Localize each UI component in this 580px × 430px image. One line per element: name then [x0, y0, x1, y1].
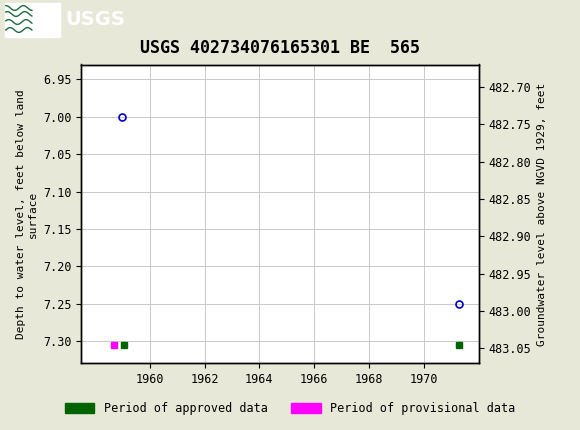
Y-axis label: Groundwater level above NGVD 1929, feet: Groundwater level above NGVD 1929, feet — [536, 82, 546, 346]
Title: USGS 402734076165301 BE  565: USGS 402734076165301 BE 565 — [140, 40, 420, 57]
Legend: Period of approved data, Period of provisional data: Period of approved data, Period of provi… — [60, 397, 520, 420]
FancyBboxPatch shape — [5, 3, 60, 37]
Y-axis label: Depth to water level, feet below land
surface: Depth to water level, feet below land su… — [16, 89, 38, 339]
Text: USGS: USGS — [65, 10, 125, 30]
